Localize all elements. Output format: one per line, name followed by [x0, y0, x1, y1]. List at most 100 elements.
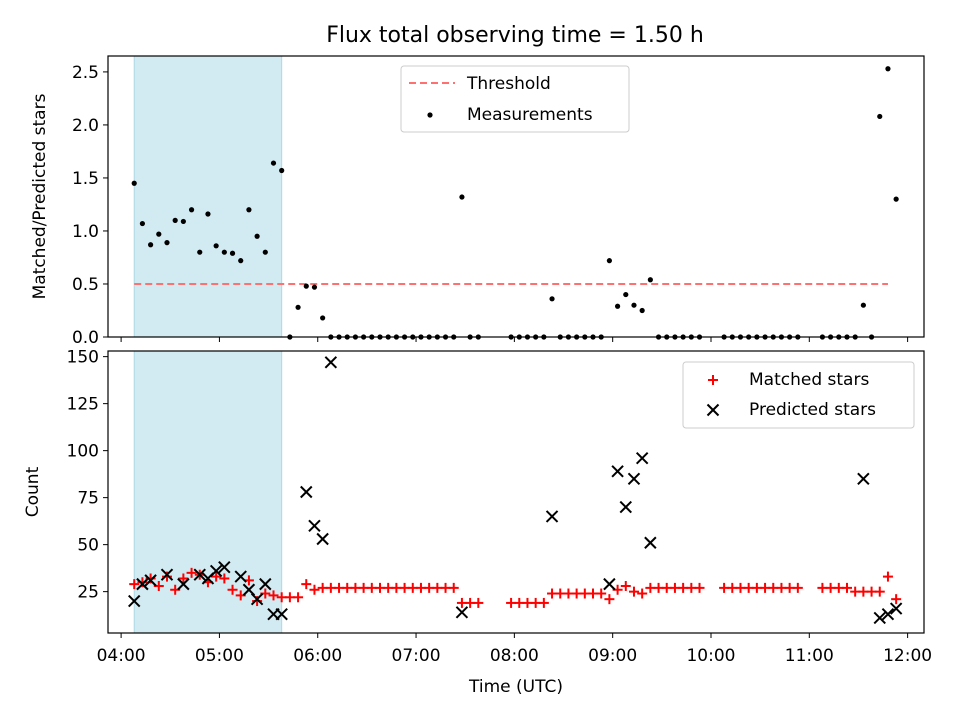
cross-marker-b: [889, 602, 903, 615]
matched-star-point: [538, 597, 549, 608]
cross-marker-b: [218, 560, 231, 574]
cross-marker-b: [128, 594, 141, 608]
measurement-point: [614, 303, 621, 309]
predicted-star-point: [209, 564, 223, 578]
predicted-star-point: [545, 510, 559, 523]
x-tick-label: 11:00: [785, 646, 834, 666]
legend-matched-swatch: [708, 375, 718, 385]
matched-star-point: [268, 590, 279, 601]
cross-marker-b: [324, 356, 338, 369]
measurement-point: [254, 233, 260, 239]
x-tick-label: 06:00: [293, 646, 342, 666]
measurement-point: [270, 160, 277, 166]
measurement-point: [860, 302, 866, 308]
cross-marker-b: [706, 403, 720, 417]
cross-marker-b: [300, 485, 313, 499]
matched-star-point: [473, 597, 484, 608]
ratio-legend: Threshold Measurements: [400, 65, 630, 133]
cross-marker-b: [275, 607, 288, 621]
x-tick-label: 05:00: [195, 646, 244, 666]
cross-marker-b: [316, 532, 329, 546]
cross-marker-b: [857, 472, 870, 486]
predicted-star-point: [455, 606, 469, 619]
chart-title: Flux total observing time = 1.50 h: [326, 23, 704, 48]
measurement-point: [172, 217, 178, 223]
measurement-point: [647, 277, 653, 283]
matched-star-point: [129, 579, 140, 590]
observing-window-band: [133, 56, 283, 337]
matched-star-point: [211, 571, 222, 582]
y-tick-label: 150: [67, 348, 99, 368]
measurement-point: [180, 218, 186, 225]
predicted-star-point: [234, 570, 247, 583]
observing-window-fill: [134, 351, 282, 633]
x-tick-label: 09:00: [588, 646, 637, 666]
predicted-star-point: [619, 500, 632, 514]
predicted-star-point: [160, 568, 174, 581]
matched-star-point: [448, 582, 459, 593]
matched-star-point: [694, 582, 705, 593]
predicted-star-point: [300, 485, 313, 499]
legend-predicted-label: Predicted stars: [749, 400, 876, 420]
matched-star-point: [293, 592, 304, 603]
measurement-point: [246, 207, 252, 213]
predicted-star-point: [889, 602, 903, 615]
y-tick-label: 0.0: [72, 328, 99, 348]
measurement-point: [295, 304, 301, 310]
matched-star-point: [186, 567, 197, 578]
cross-marker-b: [234, 570, 247, 583]
legend-threshold-label: Threshold: [466, 74, 551, 94]
ratio-x-ticks: [120, 337, 909, 342]
count-legend: Matched stars Predicted stars: [682, 361, 915, 429]
cross-marker-b: [136, 577, 149, 591]
predicted-star-point: [136, 577, 149, 591]
measurement-point: [885, 66, 891, 72]
y-tick-label: 2.5: [72, 63, 99, 83]
predicted-star-point: [308, 519, 321, 533]
measurement-point: [303, 283, 309, 289]
x-tick-label: 04:00: [97, 646, 146, 666]
predicted-star-point: [324, 356, 338, 369]
measurement-point: [623, 291, 629, 298]
measurement-point: [893, 196, 899, 202]
legend-cross-marker: [706, 403, 720, 417]
predicted-star-point: [635, 451, 649, 465]
measurement-point: [164, 240, 170, 246]
cross-marker-b: [250, 592, 264, 606]
measurement-point: [238, 258, 244, 264]
cross-marker-b: [160, 568, 174, 581]
predicted-star-point: [193, 568, 206, 581]
measurement-point: [311, 284, 318, 290]
matched-star-point: [309, 584, 320, 595]
predicted-star-point: [316, 532, 329, 546]
count-axes-frame: [107, 350, 925, 634]
measurement-point: [279, 167, 285, 174]
measurement-point: [156, 231, 162, 237]
predicted-star-point: [218, 560, 231, 574]
y-tick-label: 50: [77, 536, 99, 556]
measurement-point: [549, 296, 555, 302]
predicted-star-point: [644, 536, 657, 549]
predicted-star-point: [627, 472, 641, 486]
count-y-axis-label: Count: [23, 466, 43, 517]
matched-star-point: [841, 582, 852, 593]
y-tick-label: 1.5: [72, 169, 99, 189]
matched-star-point: [620, 581, 631, 591]
x-tick-label: 10:00: [686, 646, 735, 666]
matched-star-point: [874, 586, 885, 597]
y-tick-label: 2.0: [72, 116, 99, 136]
ratio-y-ticks: 0.0 0.5 1.0 1.5 2.0 2.5: [72, 63, 108, 348]
x-axis-label: Time (UTC): [468, 677, 563, 697]
predicted-star-point: [611, 465, 624, 478]
predicted-stars-layer: [128, 356, 903, 625]
count-x-ticks: 04:00 05:00 06:00 07:00 08:00 09:00 10:00 11:00…: [97, 633, 932, 666]
y-tick-label: 1.0: [72, 222, 99, 242]
cross-marker-b: [627, 472, 641, 486]
matched-star-point: [792, 582, 803, 593]
y-tick-label: 25: [77, 583, 99, 603]
cross-marker-b: [881, 607, 895, 621]
cross-marker-b: [209, 564, 223, 578]
matched-star-point: [161, 571, 172, 582]
predicted-star-point: [275, 607, 288, 621]
cross-marker-b: [259, 577, 272, 591]
